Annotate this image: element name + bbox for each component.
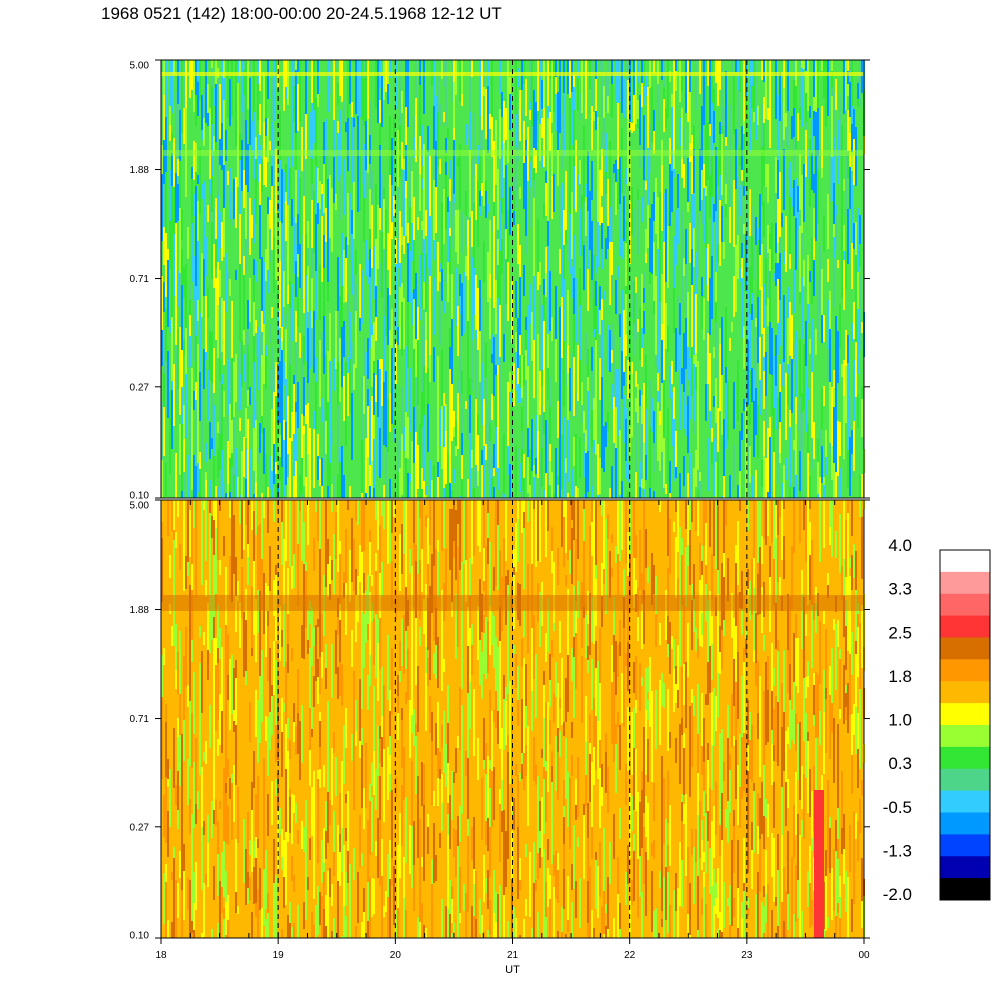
y-tick-label: 1.88 — [130, 605, 150, 616]
colorbar-label: 2.5 — [888, 623, 912, 642]
colorbar-swatch — [940, 768, 990, 792]
colorbar-label: 4.0 — [888, 536, 912, 555]
x-tick-label: 21 — [507, 950, 519, 961]
x-tick-label: 19 — [273, 950, 285, 961]
x-tick-label: 20 — [390, 950, 402, 961]
colorbar-swatch — [940, 637, 990, 660]
colorbar-swatch — [940, 834, 990, 857]
colorbar-swatch — [940, 593, 990, 617]
colorbar-swatch — [940, 856, 990, 879]
x-tick-label: 22 — [624, 950, 636, 961]
y-tick-label: 0.27 — [130, 822, 150, 833]
colorbar-label: 0.3 — [888, 754, 912, 773]
colorbar-swatch — [940, 703, 990, 726]
colorbar: 4.0 3.3 2.5 1.8 1.0 0.3 -0.5 -1.3 -2.0 — [883, 536, 991, 904]
colorbar-label: 1.8 — [888, 667, 912, 686]
colorbar-label: -1.3 — [883, 841, 912, 860]
y-tick-label: 5.00 — [130, 501, 150, 512]
x-tick-label: 18 — [155, 950, 167, 961]
chart-title: 1968 0521 (142) 18:00-00:00 20-24.5.1968… — [101, 4, 502, 23]
y-tick-label: 5.00 — [130, 61, 150, 72]
colorbar-swatch — [940, 659, 990, 682]
colorbar-swatch — [940, 790, 990, 813]
colorbar-swatch — [940, 615, 990, 638]
spectrogram-texture — [161, 500, 865, 938]
colorbar-swatch — [940, 878, 990, 901]
colorbar-swatch — [940, 571, 990, 595]
lower-panel: 0.10 0.27 0.71 1.88 5.00 — [130, 499, 870, 942]
y-tick-label: 1.88 — [130, 165, 150, 176]
y-tick-label: 0.10 — [130, 931, 150, 942]
colorbar-swatch — [940, 550, 990, 573]
y-tick-label: 0.10 — [130, 491, 150, 502]
colorbar-label: -0.5 — [883, 798, 912, 817]
colorbar-swatch — [940, 725, 990, 748]
y-tick-label: 0.71 — [130, 714, 150, 725]
x-tick-label: 00 — [858, 950, 870, 961]
y-tick-label: 0.27 — [130, 382, 150, 393]
upper-panel: 0.10 0.27 0.71 1.88 5.00 — [130, 59, 870, 502]
x-tick-label: 23 — [741, 950, 753, 961]
colorbar-swatch — [940, 746, 990, 770]
colorbar-label: 1.0 — [888, 711, 912, 730]
colorbar-label: 3.3 — [888, 580, 912, 599]
y-tick-label: 0.71 — [130, 274, 150, 285]
colorbar-swatch — [940, 812, 990, 835]
x-axis: 18 19 20 21 22 23 00 UT — [155, 500, 870, 976]
colorbar-label: -2.0 — [883, 885, 912, 904]
colorbar-frame — [939, 549, 991, 901]
x-axis-label: UT — [505, 964, 520, 976]
colorbar-swatch — [940, 681, 990, 704]
red-streak — [814, 790, 824, 938]
